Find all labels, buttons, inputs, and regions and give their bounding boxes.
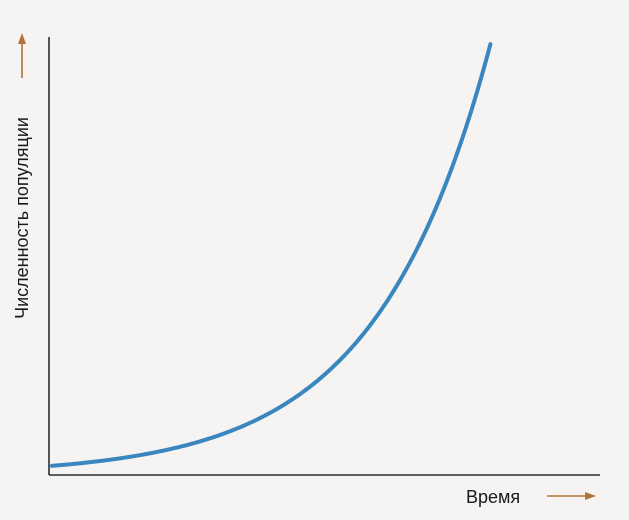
x-axis-label: Время (466, 487, 520, 507)
y-axis-label: Численность популяции (12, 117, 32, 319)
x-axis-arrow (547, 492, 596, 500)
data-points (50, 42, 492, 468)
y-axis-arrow (18, 33, 26, 78)
population-growth-curve (50, 42, 493, 468)
